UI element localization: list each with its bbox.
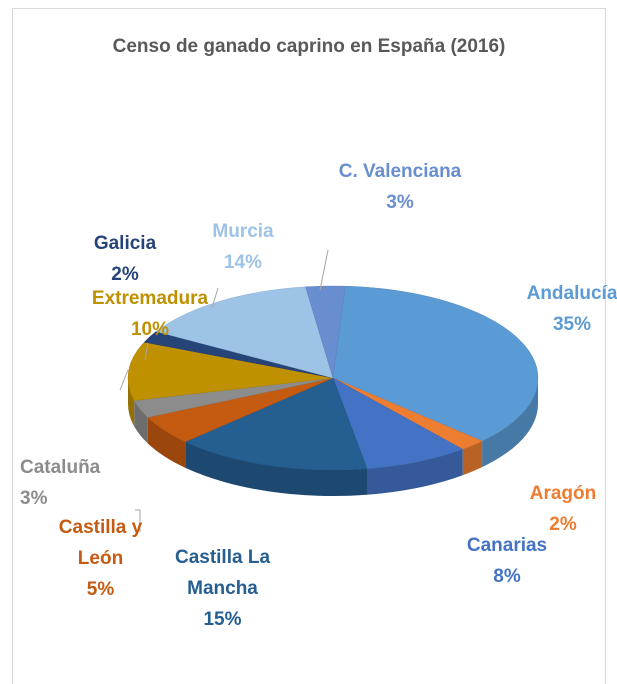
chart-frame [12, 8, 606, 684]
slice-side [367, 449, 463, 495]
data-label: Aragón 2% [518, 478, 608, 540]
label-name: Castilla La Mancha [174, 547, 271, 599]
label-value: 15% [203, 609, 242, 630]
label-value: 3% [20, 488, 48, 509]
label-name: Galicia [93, 233, 157, 254]
data-label: Castilla La Mancha 15% [170, 542, 275, 635]
slice [184, 377, 368, 471]
data-label: C. Valenciana 3% [335, 156, 465, 218]
leader-lines [119, 249, 329, 532]
slice [155, 286, 334, 379]
chart-title: Censo de ganado caprino en España (2016) [112, 36, 506, 57]
label-name: Extremadura [91, 288, 209, 309]
data-label: Canarias 8% [452, 530, 562, 592]
label-value: 8% [493, 566, 521, 587]
label-value: 5% [86, 579, 115, 600]
leader-line [211, 287, 219, 309]
leader-line [319, 249, 329, 291]
label-value: 2% [111, 264, 139, 285]
slice-side [482, 378, 538, 468]
label-name: Castilla y León [58, 517, 143, 569]
label-value: 14% [223, 252, 263, 273]
label-value: 35% [552, 314, 592, 335]
data-label: Extremadura 10% [85, 283, 215, 345]
slice-side [147, 417, 186, 468]
slice [332, 377, 464, 469]
label-name: Aragón [529, 483, 597, 504]
data-label: Cataluña 3% [20, 452, 120, 514]
slice [305, 285, 346, 379]
leader-line [135, 509, 141, 532]
label-name: C. Valenciana [338, 161, 462, 182]
slice-side [462, 441, 483, 476]
data-label: Castilla y León 5% [48, 512, 153, 605]
data-label: Galicia 2% [80, 228, 170, 290]
slice [127, 341, 334, 401]
slice-side [185, 441, 368, 496]
pie [127, 285, 539, 496]
slice [332, 285, 539, 442]
label-name: Andalucía [526, 283, 617, 304]
leader-line [119, 369, 129, 391]
label-name: Murcia [212, 221, 274, 242]
data-label: Murcia 14% [198, 216, 288, 278]
data-label: Andalucía 35% [522, 278, 617, 340]
label-name: Canarias [466, 535, 548, 556]
label-value: 2% [549, 514, 577, 535]
slice-side [134, 400, 148, 444]
label-name: Cataluña [20, 457, 101, 478]
label-value: 3% [386, 192, 414, 213]
label-value: 10% [130, 319, 170, 340]
leader-line [144, 342, 149, 361]
